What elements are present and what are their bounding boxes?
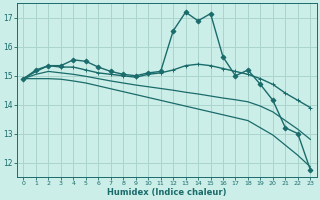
X-axis label: Humidex (Indice chaleur): Humidex (Indice chaleur)	[107, 188, 227, 197]
